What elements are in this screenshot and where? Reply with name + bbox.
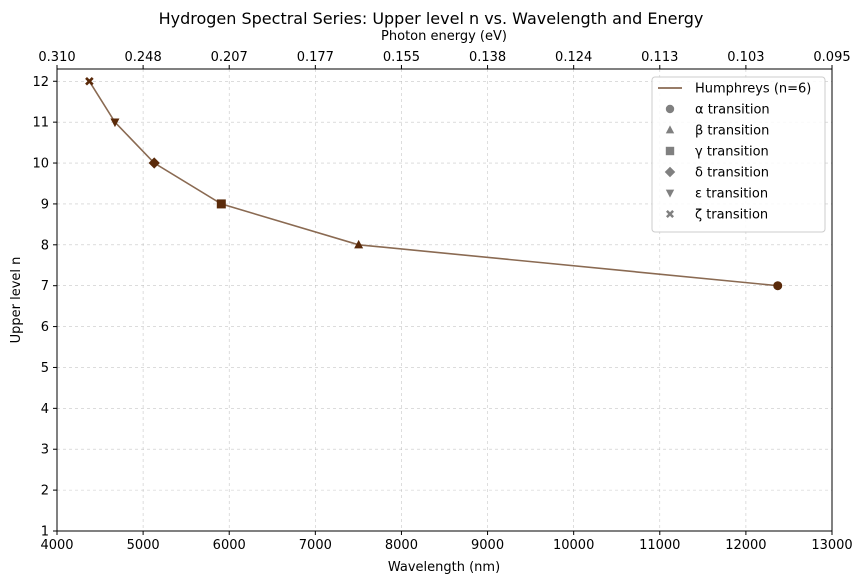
y-tick-label: 9 [41, 197, 49, 212]
chart-title: Hydrogen Spectral Series: Upper level n … [159, 9, 704, 28]
data-point-diamond [148, 157, 160, 169]
series-layer [85, 76, 783, 291]
top-tick-label: 0.248 [125, 50, 162, 65]
x-tick-label: 5000 [127, 538, 160, 553]
y-tick-label: 11 [32, 116, 49, 131]
top-tick-label: 0.155 [383, 50, 420, 65]
data-point-circle [773, 281, 783, 291]
x-tick-label: 10000 [553, 538, 594, 553]
y-tick-label: 4 [41, 402, 49, 417]
legend-marker-square [665, 146, 675, 156]
y-tick-label: 10 [32, 157, 49, 172]
y-tick-label: 1 [41, 525, 49, 540]
data-point-triangle-up [354, 239, 364, 249]
top-axis-title: Photon energy (eV) [381, 29, 507, 44]
grid-layer [57, 69, 832, 531]
top-tick-label: 0.177 [297, 50, 334, 65]
legend-label: ε transition [695, 187, 768, 202]
y-tick-label: 6 [41, 320, 49, 335]
x-tick-label: 13000 [811, 538, 852, 553]
legend-label: ζ transition [695, 208, 768, 223]
legend-marker-x [666, 210, 674, 218]
y-axis-title: Upper level n [9, 257, 24, 344]
y-tick-label: 8 [41, 238, 49, 253]
data-point-triangle-down [110, 118, 120, 128]
legend-label: α transition [695, 103, 770, 118]
data-point-square [216, 199, 226, 209]
top-tick-label: 0.113 [641, 50, 678, 65]
y-tick-label: 3 [41, 443, 49, 458]
plot-frame [56, 68, 833, 532]
data-point-x [85, 76, 94, 86]
top-tick-label: 0.207 [211, 50, 248, 65]
x-axis-title: Wavelength (nm) [388, 560, 500, 575]
legend-label: δ transition [695, 166, 769, 181]
legend-box [651, 76, 826, 233]
legend-label: β transition [695, 124, 769, 139]
legend-label: γ transition [695, 145, 769, 160]
top-tick-label: 0.124 [555, 50, 592, 65]
x-tick-label: 6000 [213, 538, 246, 553]
x-tick-label: 7000 [299, 538, 332, 553]
top-tick-label: 0.138 [469, 50, 506, 65]
legend-marker-triangle-up [665, 125, 675, 134]
legend-marker-diamond [664, 166, 676, 178]
series-line [88, 80, 778, 287]
x-tick-label: 4000 [40, 538, 73, 553]
legend-label: Humphreys (n=6) [695, 82, 811, 97]
top-tick-label: 0.095 [813, 50, 850, 65]
y-tick-label: 5 [41, 361, 49, 376]
x-tick-label: 8000 [385, 538, 418, 553]
axis-layer: 4000 0.310 5000 0.248 6000 0.207 7000 0.177 8000… [32, 50, 852, 553]
legend: Humphreys (n=6) α transition β transition γ… [651, 76, 826, 233]
y-tick-label: 12 [32, 75, 49, 90]
legend-marker-triangle-down [665, 189, 675, 198]
top-tick-label: 0.310 [38, 50, 75, 65]
legend-marker-circle [665, 104, 675, 114]
y-tick-label: 2 [41, 484, 49, 499]
y-tick-label: 7 [41, 279, 49, 294]
x-tick-label: 11000 [639, 538, 680, 553]
top-tick-label: 0.103 [727, 50, 764, 65]
x-tick-label: 9000 [471, 538, 504, 553]
x-tick-label: 12000 [725, 538, 766, 553]
